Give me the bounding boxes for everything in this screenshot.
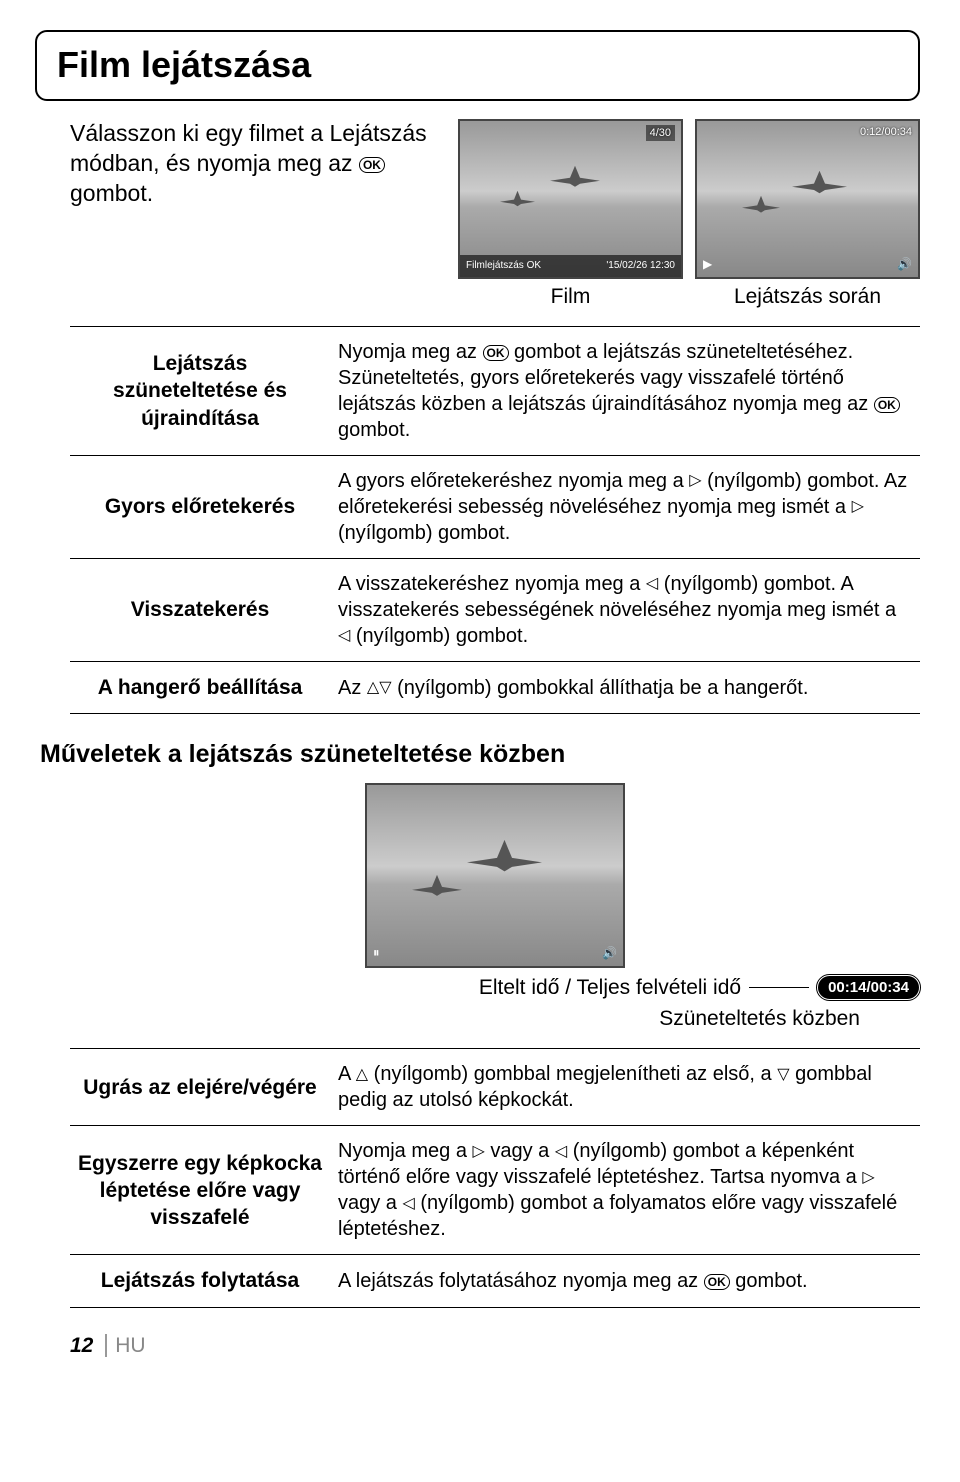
desc-text: A lejátszás folytatásához nyomja meg az <box>338 1270 704 1292</box>
desc-text: (nyílgomb) gombbal megjelenítheti az els… <box>368 1063 777 1085</box>
arrow-icon: ▽ <box>777 1065 789 1086</box>
screenshot-pause: ⏸ 🔊 <box>365 783 625 968</box>
screenshot-pair: 4/30 Filmlejátszás OK '15/02/26 12:30 Fi… <box>458 119 920 310</box>
row-desc: A visszatekeréshez nyomja meg a ◁ (nyílg… <box>330 559 920 662</box>
osd-right: '15/02/26 12:30 <box>606 259 675 272</box>
arrow-icon: ▷ <box>473 1142 485 1163</box>
row-desc: A lejátszás folytatásához nyomja meg az … <box>330 1255 920 1307</box>
desc-text: gombot. <box>730 1270 808 1292</box>
table-row: Egyszerre egy képkocka léptetése előre v… <box>70 1126 920 1255</box>
row-label: A hangerő beállítása <box>70 662 330 714</box>
intro-text: Válasszon ki egy filmet a Lejátszás módb… <box>70 119 440 209</box>
arrow-icon: △ <box>356 1065 368 1086</box>
table-row: VisszatekerésA visszatekeréshez nyomja m… <box>70 559 920 662</box>
desc-text: Nyomja meg az <box>338 341 483 363</box>
elapsed-badge: 00:14/00:34 <box>817 975 920 1001</box>
desc-text: Nyomja meg a <box>338 1140 473 1162</box>
lang-code: HU <box>105 1334 145 1357</box>
ok-icon: OK <box>874 397 900 413</box>
arrow-icon: ◁ <box>402 1194 414 1215</box>
page-number: 12 <box>70 1334 93 1357</box>
elapsed-label: Eltelt idő / Teljes felvételi idő <box>479 974 741 1001</box>
desc-text: (nyílgomb) gombot. <box>338 522 510 544</box>
ok-icon: OK <box>359 157 385 173</box>
desc-text: Az <box>338 677 367 699</box>
desc-text: (nyílgomb) gombot. <box>350 625 528 647</box>
ok-icon: OK <box>704 1274 730 1290</box>
elapsed-row: Eltelt idő / Teljes felvételi idő 00:14/… <box>70 974 920 1001</box>
desc-text: A <box>338 1063 356 1085</box>
row-label: Egyszerre egy képkocka léptetése előre v… <box>70 1126 330 1255</box>
osd-bar: Filmlejátszás OK '15/02/26 12:30 <box>460 255 681 277</box>
screenshot-film: 4/30 Filmlejátszás OK '15/02/26 12:30 <box>458 119 683 279</box>
leader-line <box>749 987 809 989</box>
desc-text: (nyílgomb) gombokkal állíthatja be a han… <box>392 677 809 699</box>
screenshot-caption: Lejátszás során <box>695 283 920 310</box>
play-icon: ▶ <box>703 257 712 273</box>
arrow-icon: ◁ <box>338 626 350 647</box>
arrow-icon: ▷ <box>689 471 701 492</box>
screenshot-caption: Film <box>458 283 683 310</box>
row-desc: Az △▽ (nyílgomb) gombokkal állíthatja be… <box>330 662 920 714</box>
desc-text: vagy a <box>485 1140 555 1162</box>
arrow-icon: ◁ <box>555 1142 567 1163</box>
page-footer: 12 HU <box>70 1332 920 1359</box>
table-row: Gyors előretekerésA gyors előretekeréshe… <box>70 456 920 559</box>
desc-text: A gyors előretekeréshez nyomja meg a <box>338 470 689 492</box>
volume-icon: 🔊 <box>602 946 617 962</box>
table-row: Ugrás az elejére/végéreA △ (nyílgomb) go… <box>70 1049 920 1126</box>
arrow-icon: △▽ <box>367 678 392 699</box>
arrow-icon: ▷ <box>852 497 864 518</box>
pause-figure: ⏸ 🔊 <box>70 783 920 968</box>
table-row: Lejátszás szüneteltetése és újraindítása… <box>70 327 920 456</box>
desc-text: vagy a <box>338 1192 402 1214</box>
row-label: Visszatekerés <box>70 559 330 662</box>
pause-icon: ⏸ <box>373 945 380 962</box>
row-desc: A △ (nyílgomb) gombbal megjelenítheti az… <box>330 1049 920 1126</box>
time-badge: 0:12/00:34 <box>860 125 912 139</box>
row-desc: Nyomja meg a ▷ vagy a ◁ (nyílgomb) gombo… <box>330 1126 920 1255</box>
intro-row: Válasszon ki egy filmet a Lejátszás módb… <box>70 119 920 310</box>
pause-caption: Szüneteltetés közben <box>70 1005 860 1032</box>
row-desc: A gyors előretekeréshez nyomja meg a ▷ (… <box>330 456 920 559</box>
desc-text: (nyílgomb) gombot a folyamatos előre vag… <box>338 1192 897 1240</box>
counter-badge: 4/30 <box>646 125 675 141</box>
operations-table-2: Ugrás az elejére/végéreA △ (nyílgomb) go… <box>70 1048 920 1307</box>
operations-table-1: Lejátszás szüneteltetése és újraindítása… <box>70 326 920 714</box>
row-desc: Nyomja meg az OK gombot a lejátszás szün… <box>330 327 920 456</box>
desc-text: gombot. <box>338 419 410 441</box>
osd-left: Filmlejátszás OK <box>466 259 541 272</box>
ok-icon: OK <box>483 345 509 361</box>
title-box: Film lejátszása <box>35 30 920 101</box>
arrow-icon: ◁ <box>646 574 658 595</box>
table-row: A hangerő beállításaAz △▽ (nyílgomb) gom… <box>70 662 920 714</box>
page-title: Film lejátszása <box>57 42 898 89</box>
volume-icon: 🔊 <box>897 257 912 273</box>
row-label: Ugrás az elejére/végére <box>70 1049 330 1126</box>
intro-after: gombot. <box>70 180 153 206</box>
row-label: Gyors előretekerés <box>70 456 330 559</box>
row-label: Lejátszás szüneteltetése és újraindítása <box>70 327 330 456</box>
screenshot-playback: 0:12/00:34 ▶ 🔊 <box>695 119 920 279</box>
subheading: Műveletek a lejátszás szüneteltetése köz… <box>40 738 920 771</box>
desc-text: A visszatekeréshez nyomja meg a <box>338 573 646 595</box>
row-label: Lejátszás folytatása <box>70 1255 330 1307</box>
table-row: Lejátszás folytatásaA lejátszás folytatá… <box>70 1255 920 1307</box>
arrow-icon: ▷ <box>862 1168 874 1189</box>
